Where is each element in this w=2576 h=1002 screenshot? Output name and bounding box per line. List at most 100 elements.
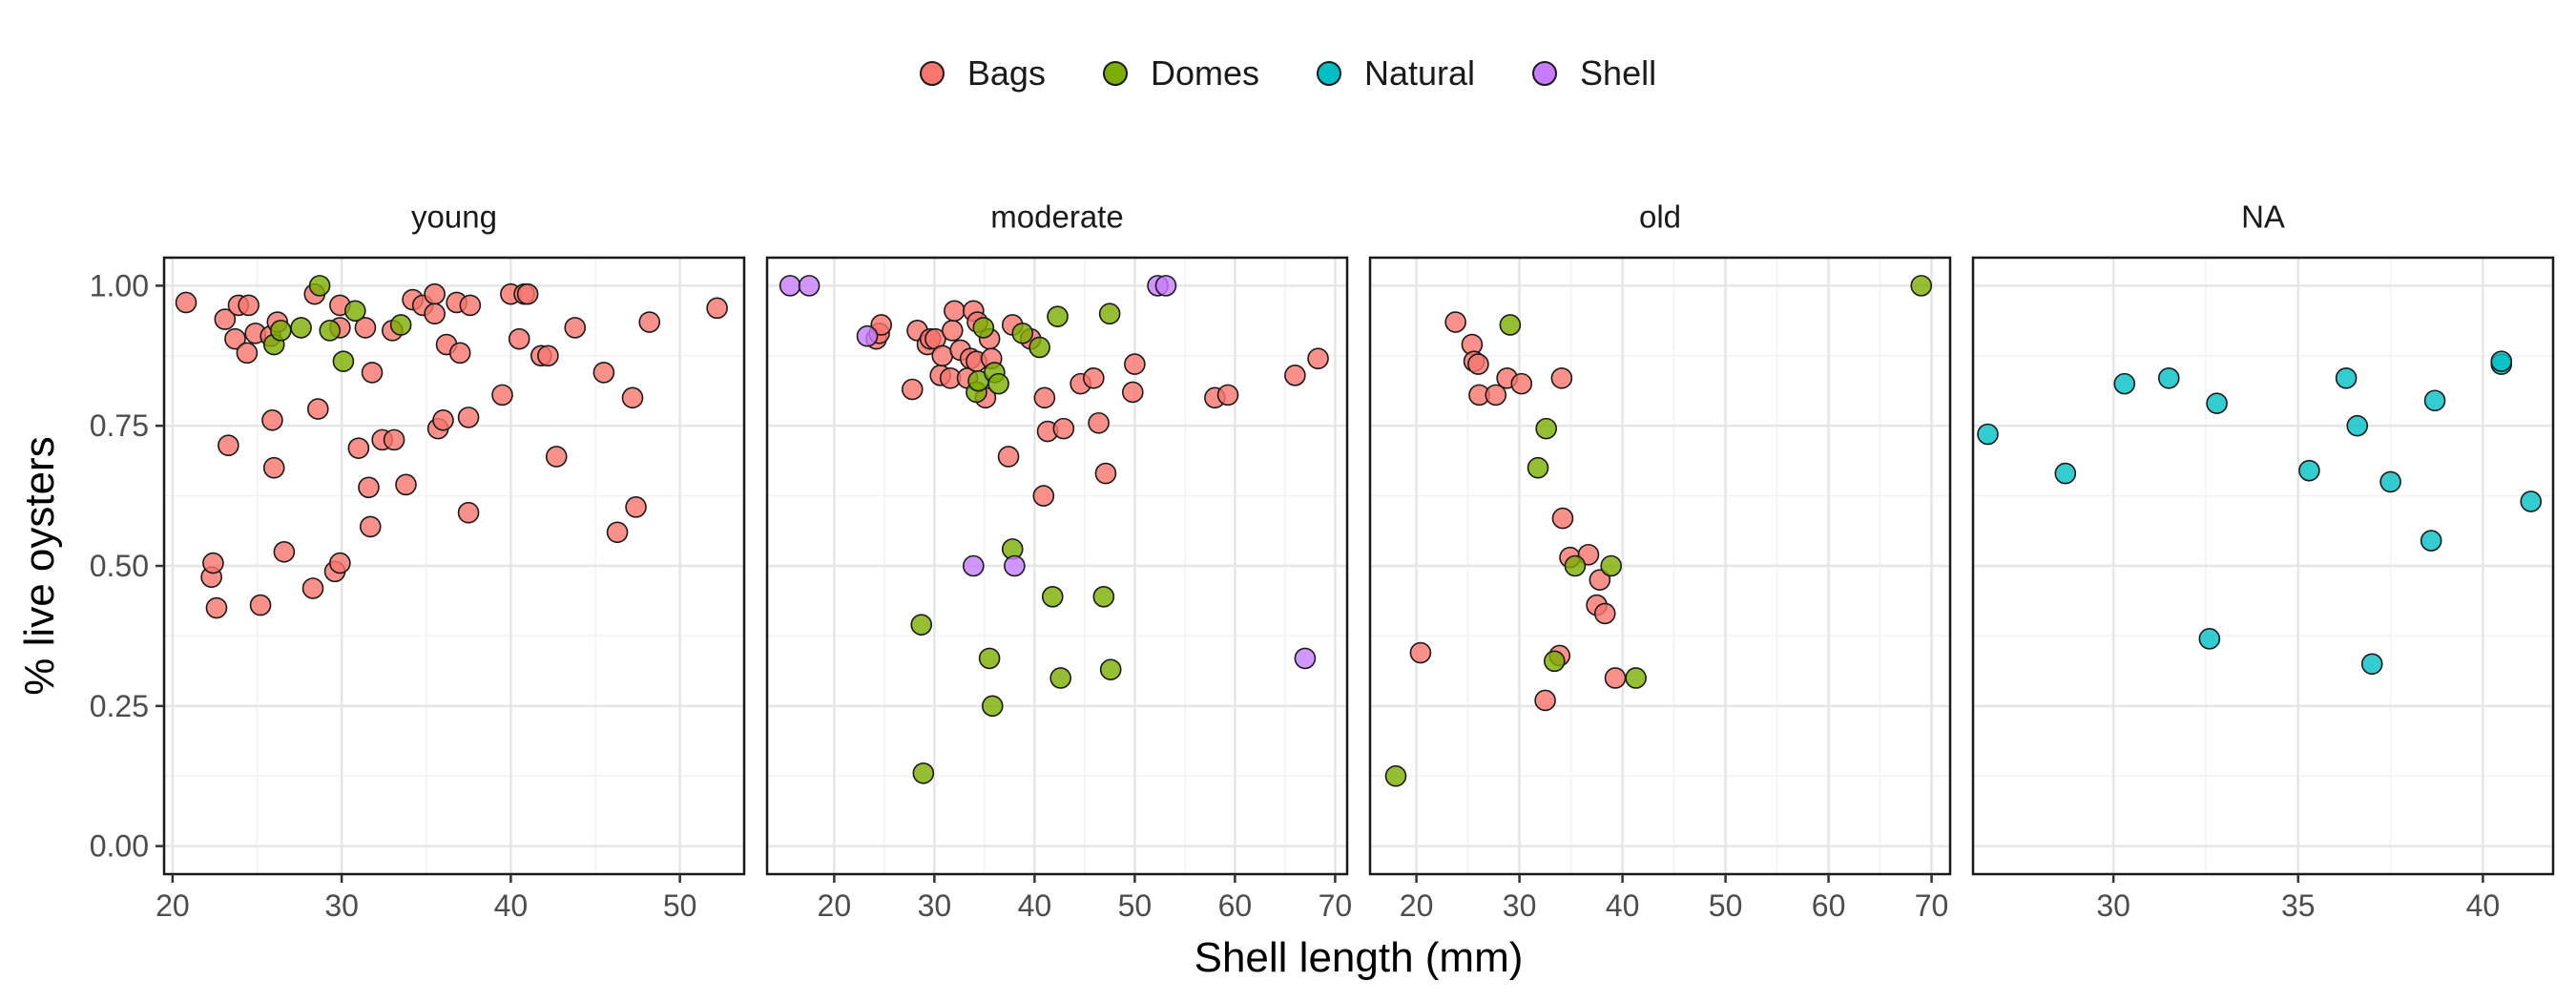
point-domes — [1098, 303, 1121, 325]
point-natural — [2490, 350, 2513, 372]
point-bags — [944, 300, 966, 323]
legend-item-natural: Natural — [1316, 53, 1475, 94]
point-bags — [347, 437, 370, 459]
legend: Bags Domes Natural Shell — [0, 53, 2576, 94]
legend-item-domes: Domes — [1102, 53, 1259, 94]
panel-border-moderate — [765, 256, 1349, 876]
point-shell — [1294, 647, 1317, 670]
point-natural — [2206, 392, 2228, 414]
point-bags — [1088, 411, 1110, 434]
point-natural — [2360, 653, 2383, 676]
point-bags — [1444, 311, 1466, 333]
point-natural — [2520, 491, 2543, 512]
series-bags-old — [1409, 311, 1627, 712]
point-bags — [1033, 386, 1056, 409]
x-tick-label: 30 — [2096, 888, 2130, 923]
point-bags — [1604, 667, 1627, 689]
strip-label-na: NA — [2241, 199, 2285, 235]
point-bags — [606, 521, 629, 544]
point-bags — [307, 398, 329, 420]
legend-label-bags: Bags — [966, 53, 1046, 93]
point-bags — [545, 446, 568, 468]
point-domes — [1600, 554, 1623, 577]
point-bags — [1216, 384, 1239, 407]
point-domes — [270, 320, 292, 342]
legend-swatch-natural — [1316, 61, 1341, 86]
point-domes — [912, 762, 935, 784]
point-bags — [516, 282, 539, 305]
point-bags — [1409, 641, 1432, 664]
x-tick-label: 60 — [1218, 888, 1253, 923]
point-natural — [2420, 530, 2442, 552]
point-bags — [625, 496, 647, 518]
gridlines-moderate — [767, 258, 1347, 874]
point-bags — [1083, 366, 1105, 389]
point-bags — [214, 308, 237, 330]
point-domes — [1527, 456, 1549, 479]
y-tick-label: 0.50 — [90, 549, 149, 583]
point-domes — [1011, 322, 1034, 344]
point-domes — [332, 350, 355, 372]
point-domes — [1564, 554, 1587, 577]
point-domes — [1041, 585, 1064, 608]
point-bags — [1284, 365, 1306, 386]
panel-young: young 20 30 40 50 0.00 0.25 0.50 0.75 1.00 — [90, 199, 746, 923]
point-domes — [972, 317, 995, 339]
gridlines-old — [1370, 258, 1950, 874]
point-domes — [1910, 275, 1933, 297]
point-shell — [1154, 275, 1177, 297]
point-domes — [1099, 658, 1122, 680]
point-bags — [1124, 353, 1146, 375]
x-tick-label: 30 — [918, 888, 952, 923]
series-shell-moderate — [779, 275, 1317, 670]
point-bags — [1307, 347, 1329, 370]
point-bags — [1510, 372, 1533, 395]
series-domes-young — [262, 275, 412, 372]
legend-swatch-domes — [1102, 61, 1128, 86]
point-bags — [273, 541, 296, 563]
point-domes — [1384, 764, 1407, 787]
series-natural-na — [1977, 350, 2543, 676]
point-natural — [2113, 372, 2136, 395]
faceted-scatter-plot: young 20 30 40 50 0.00 0.25 0.50 0.75 1.00 moderat… — [16, 199, 2555, 981]
point-bags — [508, 327, 530, 350]
panel-moderate: moderate 20 30 40 50 60 70 — [765, 199, 1353, 923]
point-natural — [1977, 423, 1999, 446]
point-bags — [1094, 462, 1117, 485]
gridlines-na — [1973, 258, 2553, 874]
legend-label-shell: Shell — [1580, 53, 1657, 93]
x-tick-label: 40 — [1018, 888, 1052, 923]
x-tick-label: 20 — [156, 888, 190, 923]
point-bags — [236, 342, 259, 365]
x-tick-label: 40 — [2466, 888, 2501, 923]
point-natural — [2379, 470, 2401, 493]
y-tick-label: 0.75 — [90, 408, 149, 443]
x-axis-title: Shell length (mm) — [1195, 934, 1524, 981]
point-bags — [1589, 569, 1611, 591]
point-natural — [2298, 459, 2320, 482]
strip-label-moderate: moderate — [990, 199, 1123, 235]
point-bags — [1551, 507, 1574, 530]
point-domes — [981, 695, 1004, 718]
point-bags — [361, 362, 384, 384]
point-shell — [963, 554, 985, 577]
legend-swatch-bags — [919, 61, 945, 86]
point-domes — [290, 317, 312, 339]
panel-border-na — [1971, 256, 2555, 876]
x-tick-label: 70 — [1915, 888, 1949, 923]
point-domes — [389, 314, 412, 336]
point-bags — [491, 384, 513, 407]
point-bags — [901, 378, 924, 401]
point-bags — [238, 294, 260, 317]
strip-label-old: old — [1639, 199, 1681, 235]
point-natural — [2198, 628, 2221, 650]
x-tick-label: 20 — [818, 888, 852, 923]
point-natural — [2335, 366, 2358, 389]
point-bags — [424, 303, 446, 325]
point-natural — [2423, 389, 2446, 412]
x-tick-label: 70 — [1319, 888, 1353, 923]
x-tick-label: 50 — [1118, 888, 1153, 923]
strip-label-young: young — [411, 199, 497, 235]
point-bags — [359, 515, 382, 538]
